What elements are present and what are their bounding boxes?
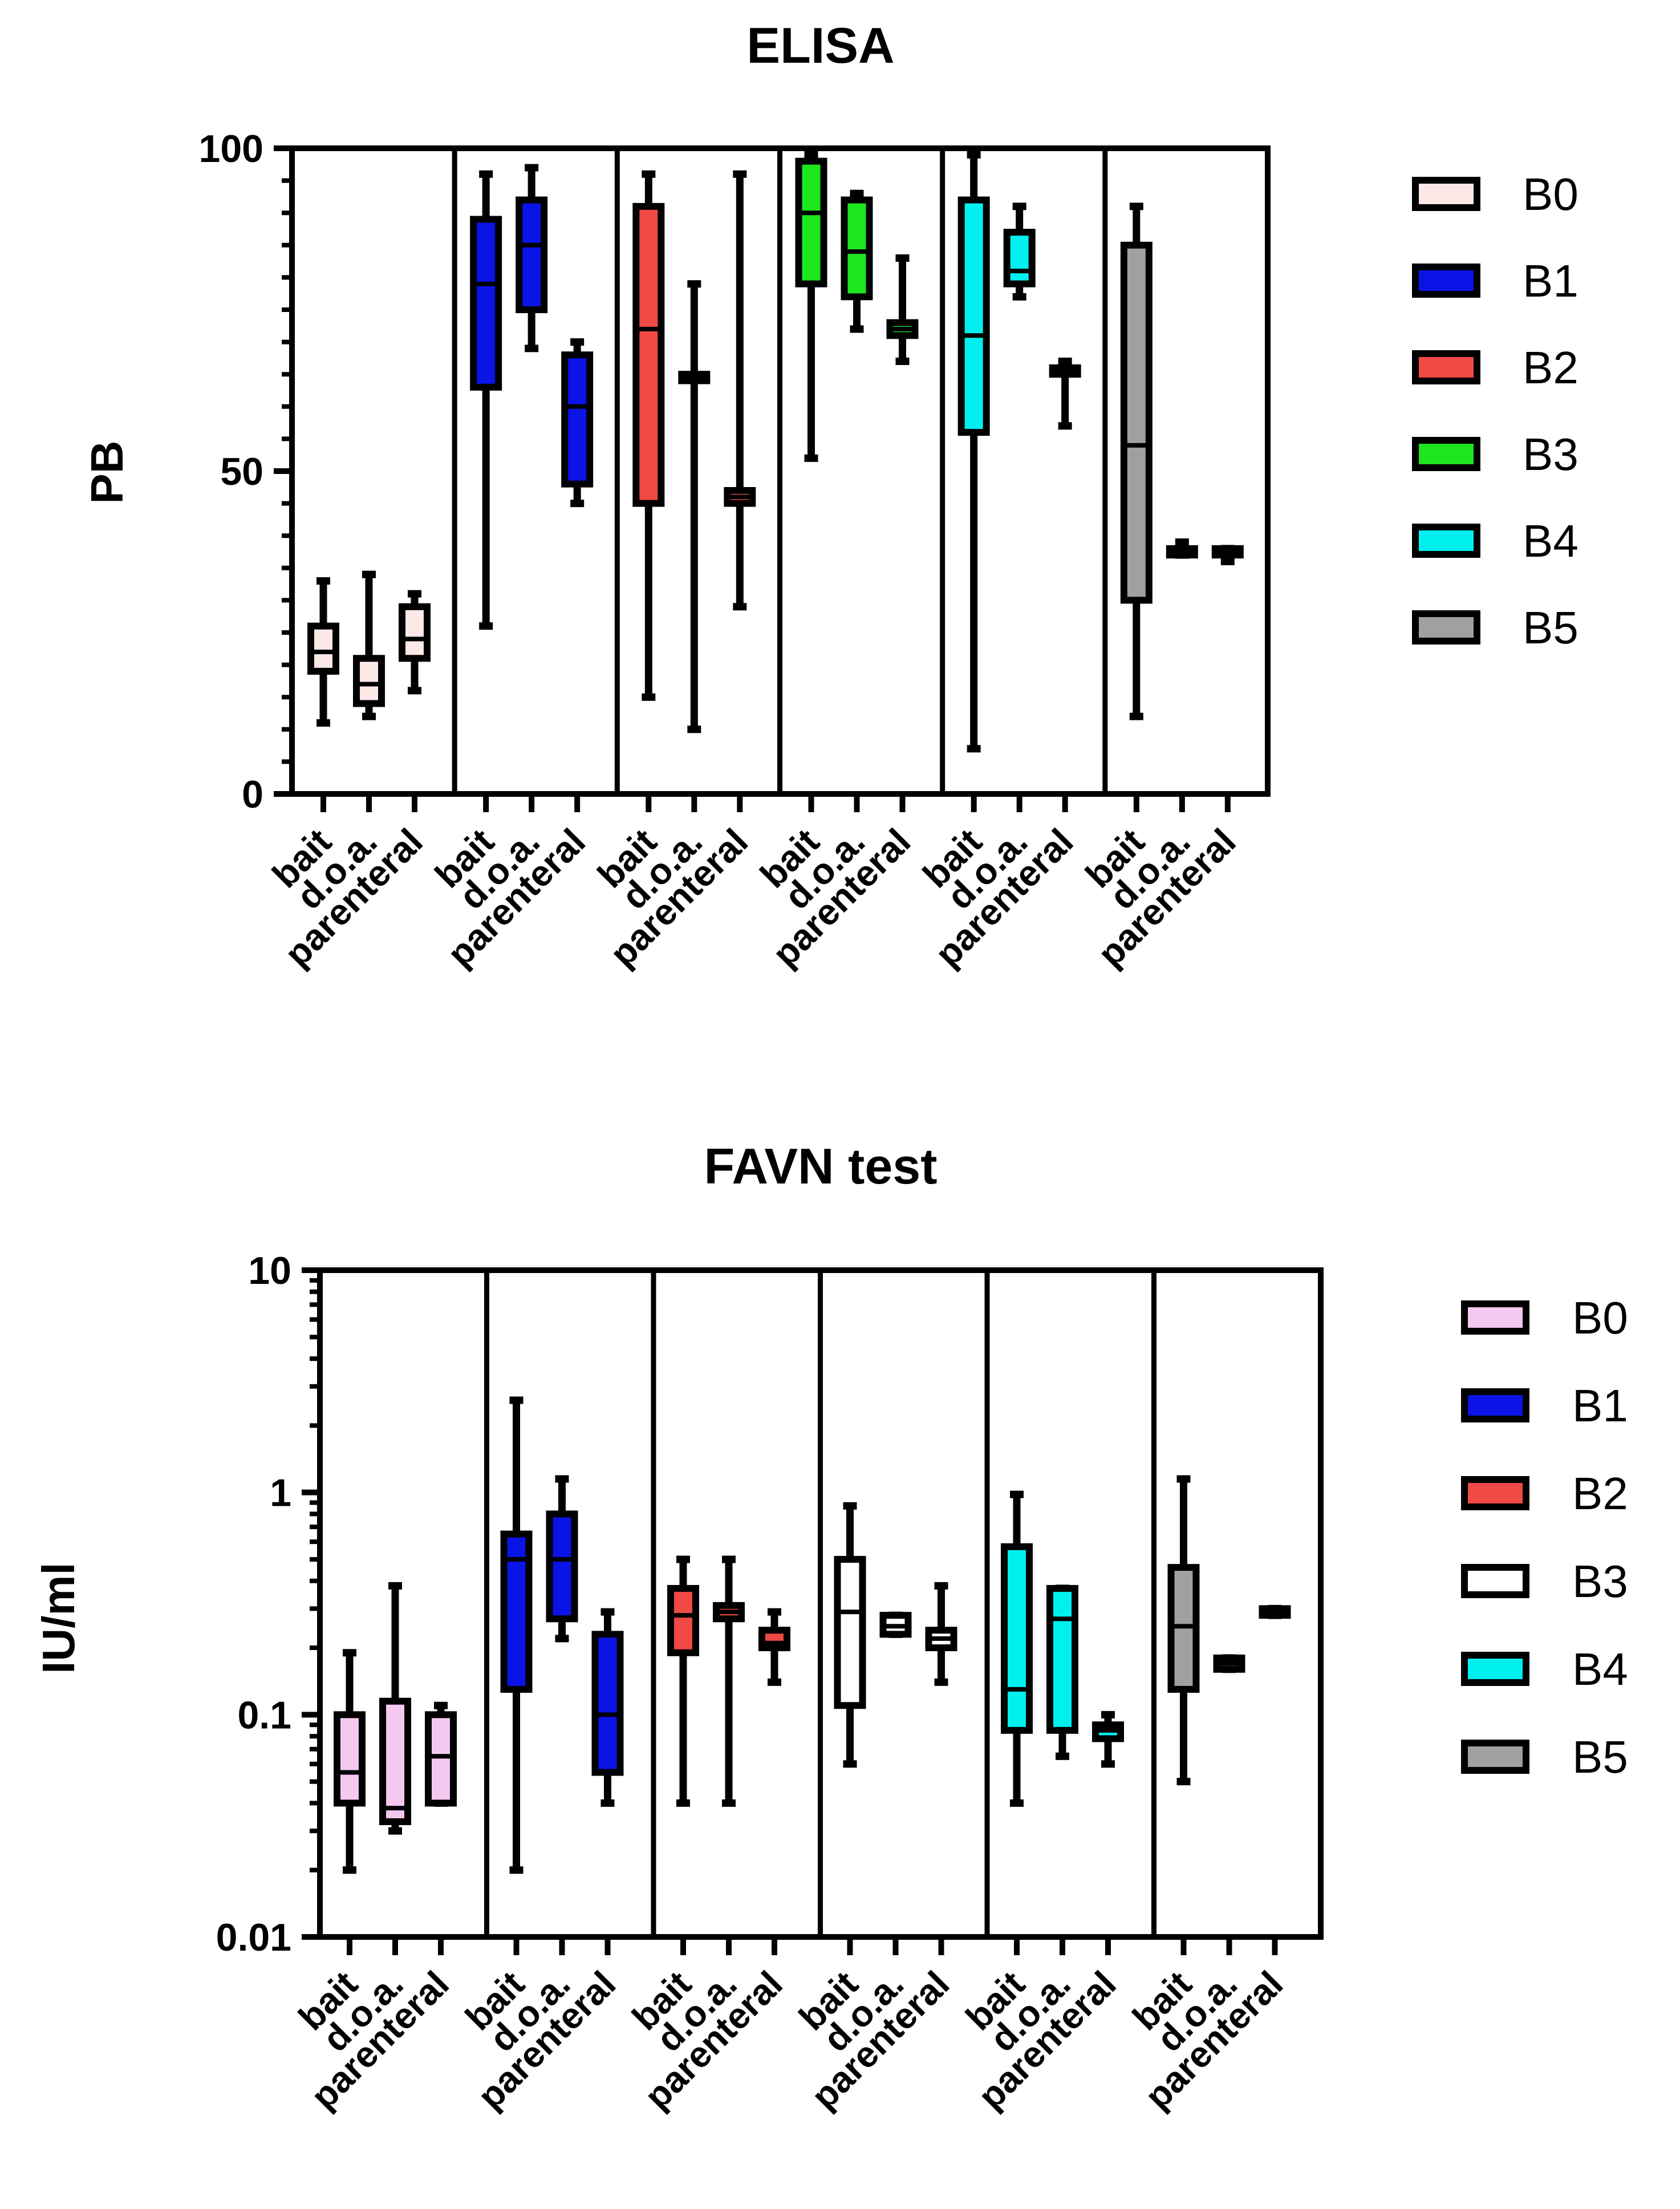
legend-label-b5: B5: [1572, 1732, 1628, 1782]
favn-test-chart: FAVN testIU/ml0.010.1110baitd.o.a.parent…: [33, 1138, 1628, 2117]
legend-swatch-b2: [1461, 1476, 1529, 1510]
box-b1-doa: [546, 1510, 578, 1623]
y-tick-label: 0.01: [216, 1916, 291, 1959]
legend-swatch-b5: [1412, 610, 1480, 645]
legend-label-b5: B5: [1523, 602, 1578, 653]
box-b4-bait: [957, 196, 990, 436]
legend-label-b2: B2: [1523, 342, 1578, 393]
y-tick-label: 0: [242, 773, 263, 816]
legend-swatch-b5: [1461, 1740, 1529, 1774]
box-b4-doa: [1003, 229, 1036, 287]
box-b0-bait: [307, 622, 339, 675]
y-tick-label: 1: [270, 1472, 291, 1515]
y-tick-label: 50: [220, 450, 263, 493]
y-axis-label: PB: [82, 440, 132, 504]
box-b0-doa: [353, 655, 385, 707]
y-tick-label: 0.1: [237, 1693, 291, 1737]
legend-label-b3: B3: [1523, 429, 1578, 480]
legend-swatch-b1: [1461, 1388, 1529, 1422]
legend-swatch-b3: [1412, 437, 1480, 471]
box-b5-bait: [1120, 241, 1153, 604]
elisa-chart: ELISAPB050100baitd.o.a.parenteralbaitd.o…: [82, 17, 1578, 975]
box-b4-bait: [1001, 1543, 1033, 1734]
legend-label-b1: B1: [1572, 1380, 1628, 1431]
legend-swatch-b0: [1461, 1300, 1529, 1335]
y-axis-label: IU/ml: [33, 1562, 84, 1674]
box-b1-doa: [516, 196, 548, 313]
box-b0-doa: [379, 1697, 411, 1825]
legend-swatch-b1: [1412, 264, 1480, 298]
legend-swatch-b2: [1412, 350, 1480, 384]
legend-swatch-b0: [1412, 177, 1480, 211]
y-tick-label: 10: [248, 1249, 291, 1292]
chart-title: ELISA: [746, 17, 894, 74]
box-b1-bait: [470, 216, 502, 391]
box-b1-parenteral: [561, 351, 594, 488]
legend-swatch-b4: [1461, 1652, 1529, 1686]
box-b2-bait: [667, 1584, 699, 1656]
chart-title: FAVN test: [704, 1138, 937, 1194]
box-b4-doa: [1046, 1584, 1078, 1734]
legend-label-b4: B4: [1572, 1644, 1628, 1695]
box-b0-bait: [334, 1711, 366, 1807]
legend-swatch-b4: [1412, 524, 1480, 558]
box-b0-parenteral: [425, 1711, 457, 1807]
legend-label-b3: B3: [1572, 1556, 1628, 1607]
box-b3-doa: [841, 196, 873, 301]
box-b0-parenteral: [399, 603, 431, 662]
legend-label-b0: B0: [1523, 169, 1578, 220]
legend-label-b4: B4: [1523, 516, 1578, 566]
legend-label-b1: B1: [1523, 256, 1578, 306]
box-b3-bait: [834, 1555, 866, 1709]
legend-label-b0: B0: [1572, 1292, 1628, 1343]
legend-label-b2: B2: [1572, 1468, 1628, 1519]
box-b1-parenteral: [591, 1631, 624, 1776]
box-b2-bait: [632, 202, 665, 507]
y-tick-label: 100: [199, 127, 263, 171]
legend-swatch-b3: [1461, 1564, 1529, 1598]
box-b3-bait: [795, 157, 827, 287]
